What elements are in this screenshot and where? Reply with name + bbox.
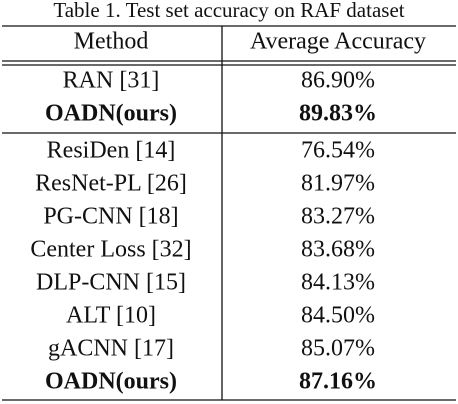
method-cell: gACNN [17]	[48, 336, 174, 362]
table-caption: Table 1. Test set accuracy on RAF datase…	[53, 0, 404, 22]
accuracy-cell: 84.50%	[301, 303, 375, 329]
accuracy-cell: 85.07%	[301, 336, 375, 362]
method-cell: OADN(ours)	[45, 369, 177, 395]
accuracy-cell: 83.27%	[301, 204, 375, 230]
method-cell: RAN [31]	[63, 68, 160, 94]
method-cell: OADN(ours)	[45, 101, 177, 127]
accuracy-cell: 81.97%	[301, 171, 375, 197]
accuracy-cell: 84.13%	[301, 270, 375, 296]
method-cell: ResiDen [14]	[47, 138, 176, 164]
accuracy-cell: 76.54%	[301, 138, 375, 164]
accuracy-cell: 87.16%	[299, 369, 377, 395]
header-cell: Method	[74, 29, 149, 55]
accuracy-cell: 86.90%	[301, 68, 375, 94]
accuracy-cell: 83.68%	[301, 237, 375, 263]
accuracy-cell: 89.83%	[299, 101, 377, 127]
method-cell: DLP-CNN [15]	[36, 270, 186, 296]
header-cell: Average Accuracy	[250, 29, 426, 55]
method-cell: Center Loss [32]	[30, 237, 191, 263]
method-cell: ALT [10]	[66, 303, 156, 329]
method-cell: PG-CNN [18]	[43, 204, 178, 230]
method-cell: ResNet-PL [26]	[35, 171, 187, 197]
